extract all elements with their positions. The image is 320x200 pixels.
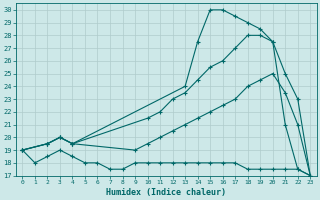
X-axis label: Humidex (Indice chaleur): Humidex (Indice chaleur) <box>106 188 226 197</box>
